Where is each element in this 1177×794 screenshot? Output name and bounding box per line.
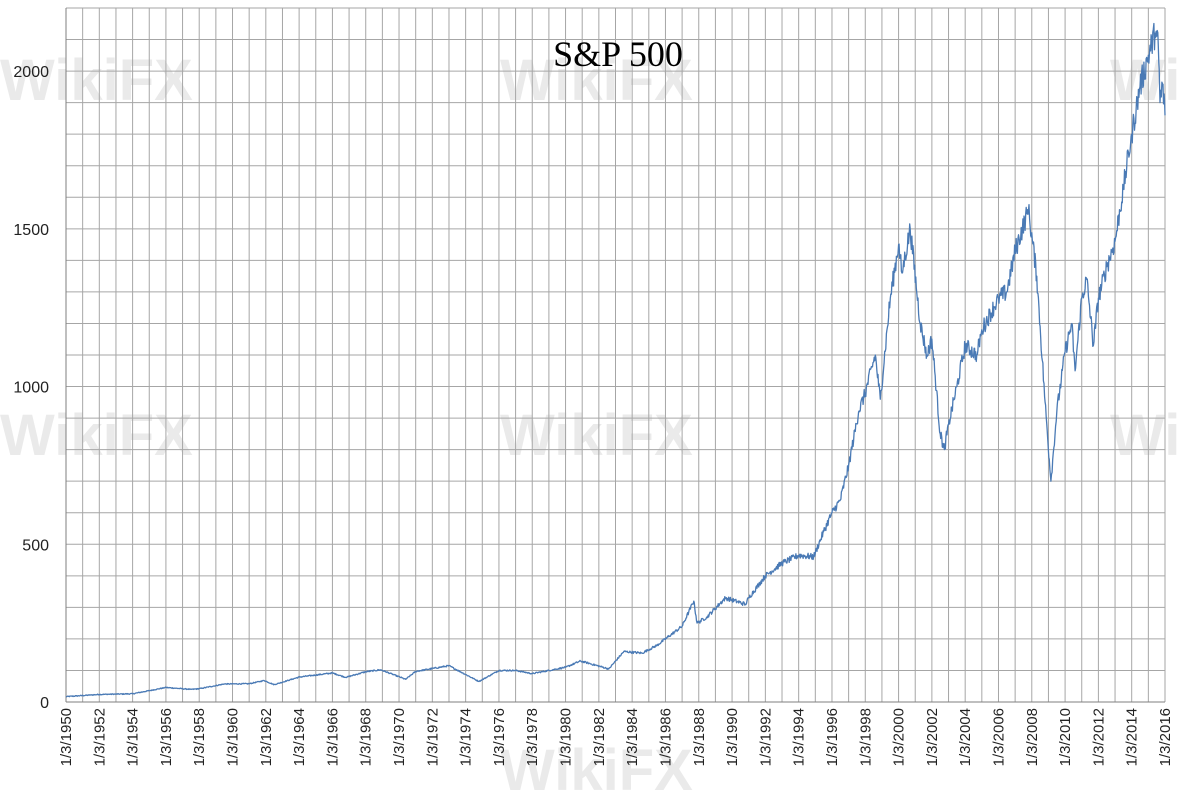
axes [65, 8, 1165, 703]
y-tick-label: 0 [40, 695, 49, 712]
watermark-text: WikiFX [500, 403, 693, 468]
x-tick-label: 1/3/1960 [225, 708, 242, 766]
watermark-text: WikiFX [500, 738, 693, 794]
x-tick-label: 1/3/1990 [724, 708, 741, 766]
x-tick-label: 1/3/1958 [191, 708, 208, 766]
y-tick-label: 1500 [13, 222, 49, 239]
grid-lines [65, 7, 1166, 703]
y-tick-label: 1000 [13, 380, 49, 397]
x-tick-label: 1/3/1954 [125, 708, 142, 766]
watermark-text: WikiFX [1110, 403, 1177, 468]
x-tick-label: 1/3/2002 [924, 708, 941, 766]
x-tick-label: 1/3/1972 [424, 708, 441, 766]
x-tick-label: 1/3/1974 [458, 708, 475, 766]
x-tick-label: 1/3/1998 [857, 708, 874, 766]
x-tick-label: 1/3/1980 [558, 708, 575, 766]
x-tick-label: 1/3/1978 [524, 708, 541, 766]
x-tick-label: 1/3/2000 [891, 708, 908, 766]
x-tick-label: 1/3/2010 [1057, 708, 1074, 766]
x-tick-label: 1/3/1996 [824, 708, 841, 766]
x-tick-label: 1/3/1988 [691, 708, 708, 766]
chart-title: S&P 500 [553, 34, 683, 74]
x-tick-label: 1/3/1964 [291, 708, 308, 766]
x-tick-label: 1/3/1966 [324, 708, 341, 766]
x-axis-tick-labels: 1/3/1950 1/3/1952 1/3/1954 1/3/1956 1/3/1958… [58, 708, 1174, 766]
y-tick-label: 2000 [13, 64, 49, 81]
x-tick-label: 1/3/2004 [957, 708, 974, 766]
x-tick-label: 1/3/2006 [990, 708, 1007, 766]
x-tick-label: 1/3/2014 [1124, 708, 1141, 766]
watermark-text: WikiFX [0, 403, 193, 468]
x-tick-label: 1/3/1950 [58, 708, 75, 766]
series-line-sp500 [65, 22, 1166, 698]
x-tick-label: 1/3/1968 [358, 708, 375, 766]
x-tick-label: 1/3/1962 [258, 708, 275, 766]
watermark-layer: WikiFXWikiFXWikiFXWikiFXWikiFXWikiFXWiki… [0, 48, 1177, 794]
y-axis-tick-labels: 0 500 1000 1500 2000 [13, 64, 49, 712]
x-tick-label: 1/3/1986 [657, 708, 674, 766]
x-tick-label: 1/3/1984 [624, 708, 641, 766]
x-tick-label: 1/3/2012 [1090, 708, 1107, 766]
x-tick-label: 1/3/1970 [391, 708, 408, 766]
x-tick-label: 1/3/2016 [1157, 708, 1174, 766]
x-tick-label: 1/3/1976 [491, 708, 508, 766]
x-tick-label: 1/3/1952 [91, 708, 108, 766]
y-tick-label: 500 [22, 537, 49, 554]
x-tick-label: 1/3/1956 [158, 708, 175, 766]
x-tick-label: 1/3/1982 [591, 708, 608, 766]
x-tick-label: 1/3/1994 [791, 708, 808, 766]
x-tick-label: 1/3/2008 [1024, 708, 1041, 766]
x-tick-label: 1/3/1992 [757, 708, 774, 766]
